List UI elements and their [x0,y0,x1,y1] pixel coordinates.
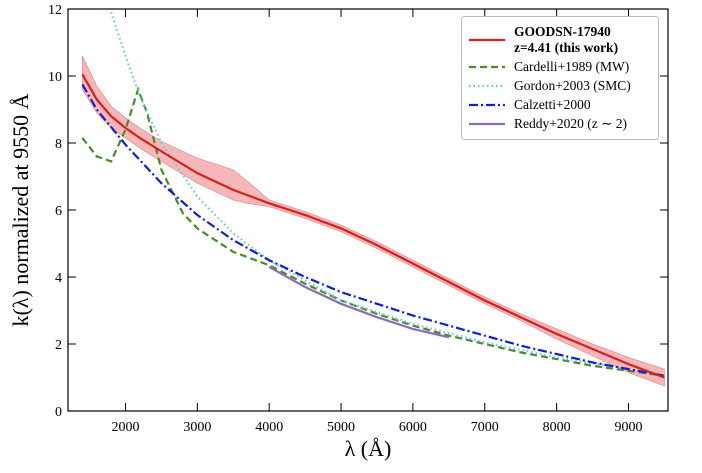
x-tick-label: 8000 [543,420,571,435]
legend-entry: Gordon+2003 (SMC) [468,78,652,94]
line [81,86,665,377]
y-tick-label: 6 [55,204,62,219]
legend-label: Calzetti+2000 [514,97,591,112]
legend-swatch [469,65,505,69]
x-tick-label: 9000 [614,420,642,435]
line [268,265,450,339]
x-tick-label: 6000 [399,420,427,435]
y-tick-label: 0 [55,405,62,420]
legend-label: Reddy+2020 (z ∼ 2) [514,116,628,131]
x-tick-label: 4000 [255,420,283,435]
x-tick-label: 5000 [327,420,355,435]
y-tick-label: 2 [55,338,62,353]
legend: GOODSN-17940 z=4.41 (this work) Cardelli+… [461,16,659,140]
x-tick-label: 2000 [111,420,139,435]
legend-swatch [469,122,505,126]
uncertainty-band [81,55,665,387]
x-tick-label: 7000 [471,420,499,435]
legend-entry: GOODSN-17940 z=4.41 (this work) [468,24,652,56]
legend-entry: Cardelli+1989 (MW) [468,59,652,75]
x-axis-label: λ (Å) [345,436,392,461]
y-tick-label: 4 [55,271,62,286]
line [81,73,665,379]
legend-entry: Calzetti+2000 [468,97,652,113]
legend-label: GOODSN-17940 z=4.41 (this work) [514,24,619,55]
x-tick-label: 3000 [183,420,211,435]
y-tick-label: 12 [48,3,62,18]
legend-label: Gordon+2003 (SMC) [514,78,631,93]
y-tick-label: 10 [48,70,62,85]
legend-swatch [469,103,505,107]
legend-swatch [469,84,505,88]
line [81,83,665,377]
legend-swatch [469,38,505,42]
y-tick-label: 8 [55,137,62,152]
y-axis-label: k(λ) normalized at 9550 Å [8,93,33,326]
legend-entry: Reddy+2020 (z ∼ 2) [468,116,652,132]
legend-label: Cardelli+1989 (MW) [514,59,630,74]
